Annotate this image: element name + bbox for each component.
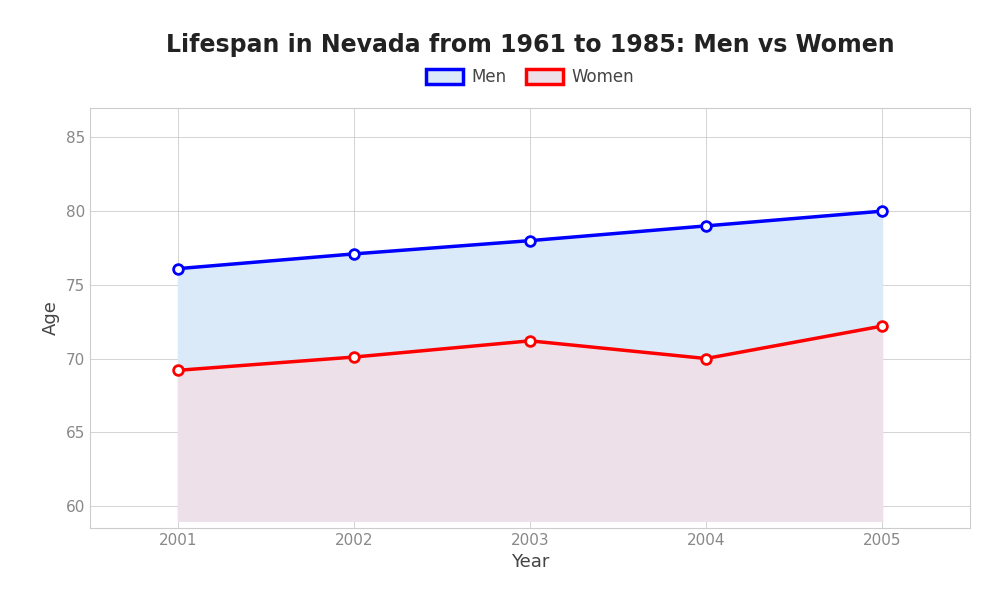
X-axis label: Year: Year bbox=[511, 553, 549, 571]
Legend: Men, Women: Men, Women bbox=[419, 62, 641, 93]
Y-axis label: Age: Age bbox=[42, 301, 60, 335]
Title: Lifespan in Nevada from 1961 to 1985: Men vs Women: Lifespan in Nevada from 1961 to 1985: Me… bbox=[166, 34, 894, 58]
